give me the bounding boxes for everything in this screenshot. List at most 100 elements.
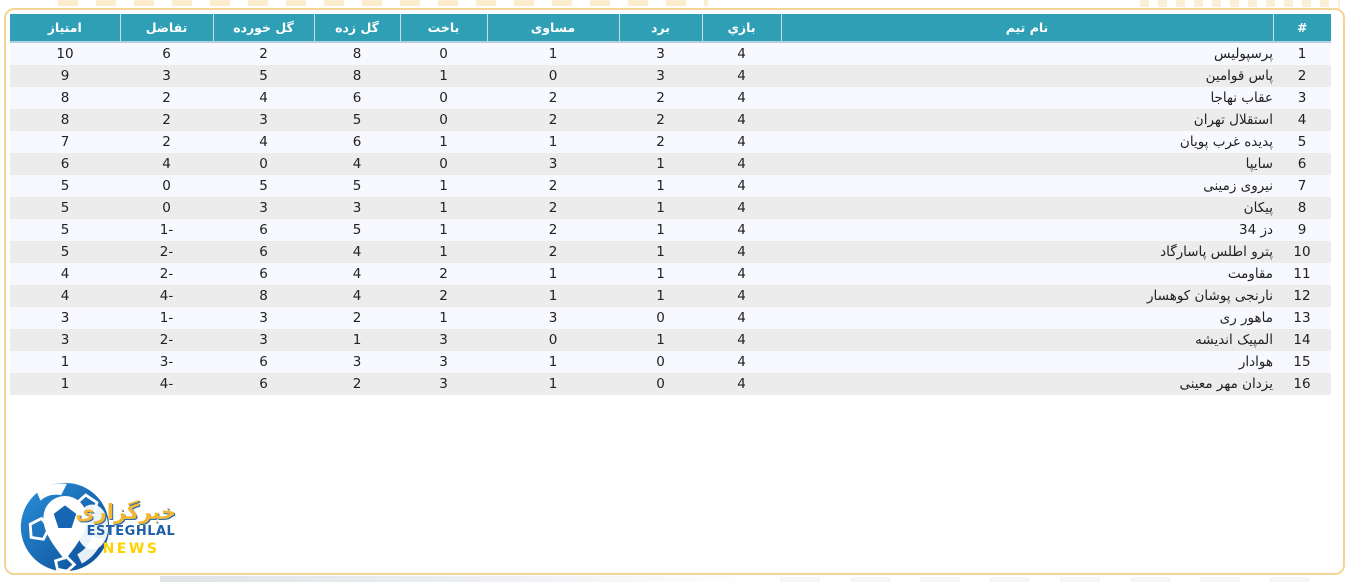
cell-played: 4 [702,307,781,329]
table-row: 5 پدیده غرب پویان 4 2 1 1 6 4 2 7 [10,131,1331,153]
cell-points: 5 [10,175,120,197]
cell-rank: 15 [1273,351,1331,373]
cell-played: 4 [702,153,781,175]
cell-goals_against: 5 [213,65,314,87]
cell-team: پرسپولیس [781,42,1273,65]
cell-points: 5 [10,197,120,219]
cell-goals_for: 8 [314,42,400,65]
column-header-points: امتیاز [10,14,120,42]
cell-draws: 1 [487,42,619,65]
cell-draws: 2 [487,175,619,197]
cell-losses: 0 [400,153,487,175]
cell-team: پاس قوامین [781,65,1273,87]
cell-played: 4 [702,329,781,351]
cell-draws: 2 [487,197,619,219]
cell-points: 6 [10,153,120,175]
cell-goals_for: 5 [314,109,400,131]
cell-wins: 1 [619,263,702,285]
cell-goal_diff: 4- [120,285,213,307]
soccer-ball-pin-icon [20,482,110,573]
cell-goals_for: 3 [314,351,400,373]
cell-points: 8 [10,87,120,109]
standings-table: # نام تیم بازي برد مساوی باخت گل زده گل خورده تف… [10,14,1331,395]
cell-goals_for: 2 [314,373,400,395]
column-header-played: بازي [701,14,781,42]
cell-draws: 2 [487,241,619,263]
cell-rank: 4 [1273,109,1331,131]
cell-draws: 0 [487,329,619,351]
table-row: 11 مقاومت 4 1 1 2 4 6 2- 4 [10,263,1331,285]
cell-goal_diff: 2 [120,87,213,109]
cell-played: 4 [702,285,781,307]
cropped-bottom-watermark [780,577,1340,582]
table-row: 8 پیکان 4 1 2 1 3 3 0 5 [10,197,1331,219]
cell-wins: 0 [619,351,702,373]
cell-goals_for: 4 [314,263,400,285]
cell-wins: 2 [619,131,702,153]
cell-draws: 1 [487,373,619,395]
cell-wins: 1 [619,241,702,263]
cell-losses: 3 [400,329,487,351]
cell-goals_for: 4 [314,153,400,175]
cell-points: 3 [10,329,120,351]
cell-rank: 11 [1273,263,1331,285]
cell-rank: 10 [1273,241,1331,263]
cell-losses: 1 [400,65,487,87]
cell-goals_against: 3 [213,307,314,329]
cropped-top-watermark [1140,0,1340,7]
table-row: 2 پاس قوامین 4 3 0 1 8 5 3 9 [10,65,1331,87]
table-row: 16 یزدان مهر معینی 4 0 1 3 2 6 4- 1 [10,373,1331,395]
cell-team: نارنجی پوشان کوهسار [781,285,1273,307]
cell-points: 5 [10,219,120,241]
table-row: 15 هوادار 4 0 1 3 3 6 3- 1 [10,351,1331,373]
cell-team: استقلال تهران [781,109,1273,131]
content-frame: # نام تیم بازي برد مساوی باخت گل زده گل خورده تف… [4,8,1345,575]
cell-goals_against: 3 [213,197,314,219]
cell-points: 10 [10,42,120,65]
cell-rank: 16 [1273,373,1331,395]
cell-rank: 8 [1273,197,1331,219]
cell-team: نیروی زمینی [781,175,1273,197]
cell-rank: 9 [1273,219,1331,241]
cell-goal_diff: 2 [120,131,213,153]
table-row: 10 پترو اطلس پاسارگاد 4 1 2 1 4 6 2- 5 [10,241,1331,263]
cell-goals_against: 6 [213,219,314,241]
cell-points: 1 [10,351,120,373]
cell-played: 4 [702,351,781,373]
cell-played: 4 [702,263,781,285]
cell-wins: 3 [619,65,702,87]
cell-team: مقاومت [781,263,1273,285]
cell-goal_diff: 4 [120,153,213,175]
cell-rank: 6 [1273,153,1331,175]
cell-draws: 3 [487,307,619,329]
cell-rank: 2 [1273,65,1331,87]
column-header-wins: برد [618,14,702,42]
cell-goals_against: 4 [213,87,314,109]
cell-losses: 0 [400,87,487,109]
cell-goals_against: 4 [213,131,314,153]
cell-goals_for: 5 [314,175,400,197]
table-row: 1 پرسپولیس 4 3 1 0 8 2 6 10 [10,42,1331,65]
cell-goals_against: 6 [213,263,314,285]
cell-points: 1 [10,373,120,395]
cell-team: پدیده غرب پویان [781,131,1273,153]
cell-points: 4 [10,285,120,307]
cell-team: پیکان [781,197,1273,219]
cell-draws: 2 [487,219,619,241]
cell-losses: 0 [400,109,487,131]
cell-goal_diff: 0 [120,175,213,197]
table-body: 1 پرسپولیس 4 3 1 0 8 2 6 10 2 پاس قوامین 4 3 0 1 8 5 3 9 3 عق… [10,42,1331,395]
column-header-losses: باخت [399,14,487,42]
cell-wins: 1 [619,329,702,351]
cell-rank: 12 [1273,285,1331,307]
cell-wins: 0 [619,307,702,329]
cell-goal_diff: 0 [120,197,213,219]
cell-goals_against: 3 [213,329,314,351]
column-header-draws: مساوی [486,14,619,42]
cell-wins: 1 [619,285,702,307]
cell-goals_against: 3 [213,109,314,131]
cell-draws: 1 [487,285,619,307]
cell-goals_for: 1 [314,329,400,351]
cell-points: 9 [10,65,120,87]
cell-draws: 0 [487,65,619,87]
